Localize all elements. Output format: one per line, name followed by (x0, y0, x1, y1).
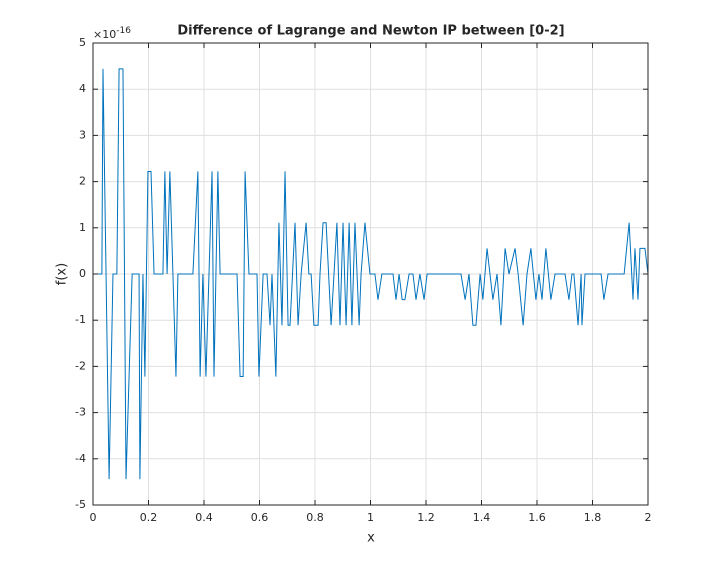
x-tick-label: 0 (90, 511, 97, 524)
x-tick-label: 1.4 (473, 511, 491, 524)
y-multiplier-base: ×10 (93, 28, 116, 41)
y-tick-label: -2 (75, 359, 86, 372)
y-multiplier: ×10-16 (93, 26, 131, 42)
y-tick-label: 3 (79, 128, 86, 141)
y-tick-label: 2 (79, 175, 86, 188)
x-tick-label: 1.2 (417, 511, 435, 524)
x-axis-label: x (367, 531, 375, 546)
y-tick-label: 4 (79, 82, 86, 95)
y-tick-label: -1 (75, 313, 86, 326)
x-tick-label: 2 (645, 511, 652, 524)
y-tick-label: 5 (79, 36, 86, 49)
x-tick-label: 0.2 (140, 511, 158, 524)
y-tick-label: -4 (75, 452, 86, 465)
x-tick-label: 0.6 (251, 511, 269, 524)
y-axis-label: f(x) (55, 263, 70, 285)
x-tick-label: 0.4 (195, 511, 213, 524)
ticks: 0 0.2 0.4 0.6 0.8 1 1.2 1.4 1.6 1.8 2 -5 -4 -3 -2 -1 0 1 2… (75, 36, 651, 524)
y-multiplier-exponent: -16 (116, 26, 131, 36)
y-tick-label: -5 (75, 498, 86, 511)
x-tick-label: 1.6 (528, 511, 546, 524)
x-tick-label: 0.8 (306, 511, 324, 524)
y-tick-label: 1 (79, 221, 86, 234)
plot-lines (93, 68, 649, 480)
x-tick-label: 1.8 (584, 511, 602, 524)
y-tick-label: 0 (79, 267, 86, 280)
y-tick-label: -3 (75, 406, 86, 419)
x-tick-label: 1 (367, 511, 374, 524)
data-line (93, 68, 649, 480)
chart-title: Difference of Lagrange and Newton IP bet… (177, 24, 564, 39)
